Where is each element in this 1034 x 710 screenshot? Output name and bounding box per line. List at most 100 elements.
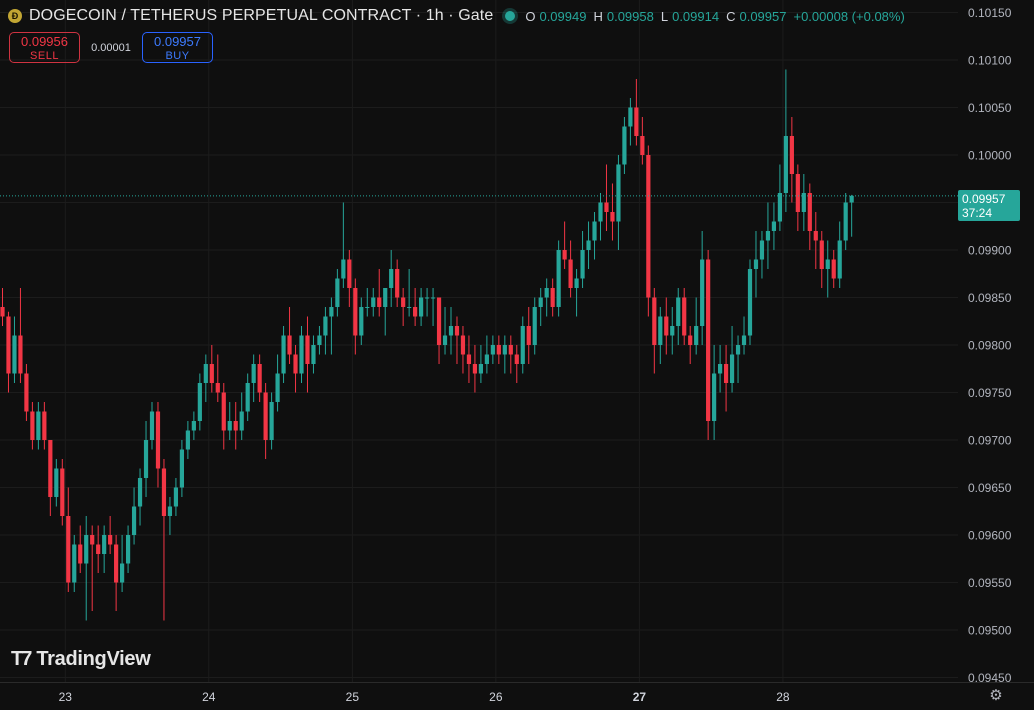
candle-body — [30, 411, 35, 440]
sell-label: SELL — [30, 50, 59, 62]
candle-body — [430, 297, 436, 299]
candle-body — [496, 345, 501, 355]
x-axis-tick-label: 24 — [202, 690, 216, 704]
candle-body — [801, 193, 806, 212]
candle-body — [131, 506, 137, 535]
candle-body — [353, 288, 358, 336]
candle-body — [706, 259, 711, 421]
candle-body — [610, 212, 615, 222]
candle-body — [747, 269, 753, 336]
candle-body — [670, 326, 675, 336]
candle-body — [604, 202, 609, 212]
candle-body — [448, 326, 454, 336]
candle-body — [18, 335, 23, 374]
candle-body — [514, 354, 519, 364]
candle-body — [96, 544, 101, 554]
candle-body — [311, 345, 316, 364]
candle-body — [700, 259, 705, 326]
tradingview-logo[interactable]: T7 TradingView — [11, 648, 151, 671]
candle-body — [305, 335, 310, 364]
candle-body — [843, 202, 848, 241]
last-price-value: 0.09957 — [962, 192, 1006, 206]
candle-body — [646, 155, 651, 298]
candle-body — [54, 468, 59, 497]
x-axis-tick-label: 23 — [59, 690, 73, 704]
candle-body — [580, 250, 585, 279]
candle-body — [419, 297, 424, 317]
y-axis-tick-label: 0.09650 — [968, 481, 1012, 495]
candle-body — [550, 288, 555, 307]
candle-body — [586, 240, 591, 250]
candle-body — [197, 383, 202, 421]
settings-gear-icon[interactable]: ⚙ — [989, 687, 1003, 704]
y-axis-tick-label: 0.10150 — [968, 6, 1012, 20]
candle-body — [676, 297, 681, 326]
candle-body — [729, 354, 735, 383]
candle-body — [825, 259, 830, 269]
candle-body — [735, 345, 741, 355]
candle-body — [125, 535, 131, 564]
candle-body — [167, 506, 173, 516]
sell-button[interactable]: 0.09956 SELL — [9, 32, 80, 63]
candle-body — [269, 402, 274, 440]
candle-body — [155, 411, 161, 469]
close-label: C — [726, 8, 736, 24]
candle-body — [508, 345, 513, 355]
symbol-title[interactable]: DOGECOIN / TETHERUS PERPETUAL CONTRACT ·… — [29, 7, 494, 24]
candle-body — [263, 392, 268, 440]
candle-body — [335, 278, 340, 307]
candle-body — [424, 297, 430, 299]
open-value: 0.09949 — [539, 8, 587, 24]
candle-body — [568, 259, 573, 288]
candle-body — [652, 297, 657, 345]
y-axis-tick-label: 0.09900 — [968, 244, 1012, 258]
candle-body — [6, 316, 11, 374]
high-value: 0.09958 — [606, 8, 654, 24]
y-axis-tick-label: 0.09700 — [968, 434, 1012, 448]
candle-body — [395, 269, 400, 298]
x-axis-tick-label: 25 — [346, 690, 360, 704]
candle-body — [765, 231, 771, 241]
candle-body — [359, 307, 364, 336]
candle-body — [544, 288, 549, 298]
candle-body — [640, 136, 645, 155]
candle-body — [185, 430, 190, 450]
market-open-status-icon — [505, 11, 516, 21]
candle-body — [795, 174, 800, 212]
candle-body — [149, 411, 155, 440]
candle-body — [807, 193, 812, 231]
candle-body — [108, 535, 113, 545]
trade-panel: 0.09956 SELL 0.00001 0.09957 BUY — [9, 32, 213, 63]
candle-body — [538, 297, 543, 307]
candle-body — [574, 278, 579, 288]
candle-body — [12, 335, 17, 374]
candle-body — [287, 335, 292, 355]
buy-button[interactable]: 0.09957 BUY — [142, 32, 213, 63]
buy-label: BUY — [165, 50, 190, 62]
candle-body — [203, 364, 208, 383]
candle-body — [84, 535, 89, 564]
candle-body — [60, 468, 65, 516]
y-axis-tick-label: 0.09450 — [968, 671, 1012, 685]
candle-body — [371, 297, 376, 307]
candle-body — [137, 478, 143, 507]
candle-body — [831, 259, 836, 279]
candle-body — [532, 307, 537, 345]
candle-body — [460, 335, 466, 355]
candle-body — [813, 231, 818, 241]
close-value: 0.09957 — [739, 8, 787, 24]
candle-body — [179, 449, 184, 488]
candle-body — [48, 440, 53, 497]
candle-body — [377, 297, 382, 307]
candle-body — [442, 335, 448, 345]
candle-body — [221, 392, 226, 431]
ohlc-legend: O 0.09949 H 0.09958 L 0.09914 C 0.09957 +0.0… — [525, 9, 907, 24]
candle-body — [771, 221, 777, 231]
high-label: H — [593, 8, 603, 24]
candle-body — [209, 364, 214, 383]
candle-body — [90, 535, 95, 545]
candle-body — [114, 544, 119, 583]
candle-body — [24, 373, 29, 412]
candle-body — [688, 335, 693, 345]
